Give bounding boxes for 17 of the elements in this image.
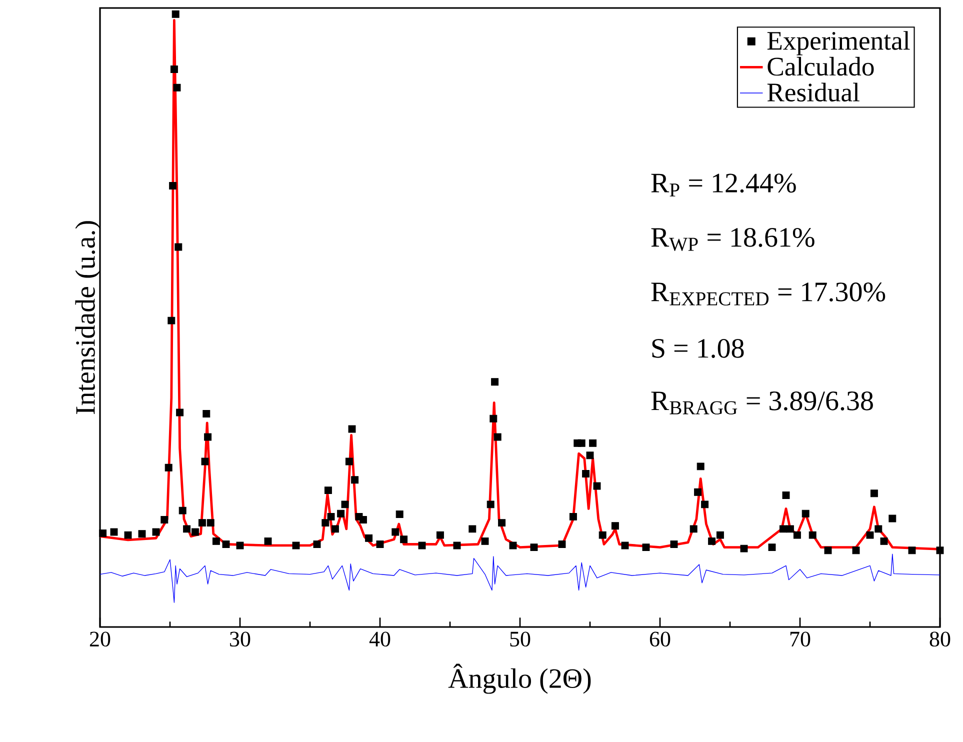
annotation: R$_{WP}$ = 18.61% [651, 228, 814, 252]
annotation: S = 1.08 [652, 338, 744, 358]
x-axis-title: Ângulo (2Θ) [448, 664, 591, 694]
x-tick-label: 50 [510, 632, 530, 647]
x-tick-label: 40 [369, 632, 390, 647]
x-tick-label: 60 [650, 632, 670, 647]
x-tick-label: 30 [230, 632, 250, 647]
legend-label: Residual [767, 82, 860, 102]
x-tick-label: 70 [790, 632, 810, 647]
x-tick-label: 80 [930, 632, 950, 647]
legend-label: Experimental [767, 31, 910, 56]
x-tick-label: 20 [90, 632, 110, 647]
annotation: R$_{BRAGG}$ = 3.89/6.38 [651, 391, 873, 414]
y-axis-title: Intensidade (u.a.) [75, 221, 101, 414]
annotation: R$_{EXPECTED}$ = 17.30% [651, 282, 886, 306]
legend-label: Calculado [768, 56, 874, 76]
annotation: R$_{P}$ = 12.44% [651, 174, 796, 196]
